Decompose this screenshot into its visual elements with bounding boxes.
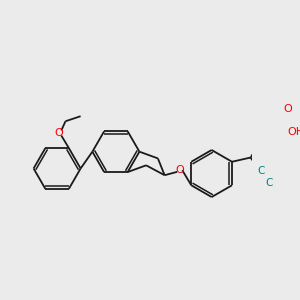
Polygon shape <box>250 138 266 158</box>
Text: O: O <box>54 128 63 138</box>
Text: C: C <box>265 178 273 188</box>
Text: O: O <box>283 104 292 114</box>
Text: OH: OH <box>287 128 300 137</box>
Text: O: O <box>176 165 184 175</box>
Text: C: C <box>257 166 264 176</box>
